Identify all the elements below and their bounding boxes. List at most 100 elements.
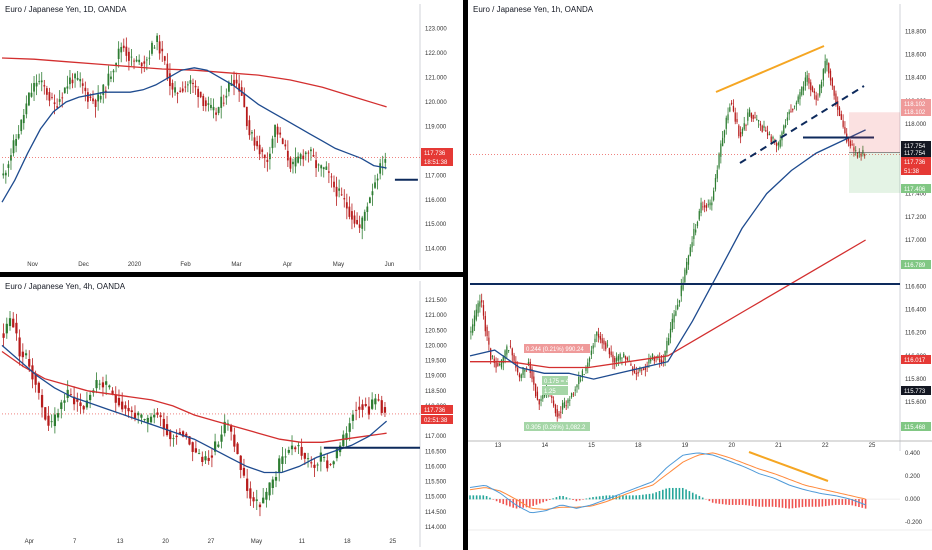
candle-up (146, 417, 149, 423)
candle-up (335, 448, 339, 459)
candle-up (506, 346, 508, 355)
chart-panel-1h[interactable]: Euro / Japanese Yen, 1h, OANDA 118.800 11… (468, 0, 932, 550)
oscillator-histogram-bar (592, 497, 594, 500)
time-tick-label: 7 (73, 539, 77, 545)
oscillator-histogram-bar (622, 495, 624, 500)
price-tick-label: 118.600 (905, 53, 927, 59)
dashed-channel-line (739, 85, 865, 164)
oscillator-histogram-bar (711, 499, 714, 503)
candle-down (614, 358, 616, 363)
candle-down (535, 384, 537, 397)
oscillator-histogram-bar (715, 499, 717, 504)
candle-up (284, 456, 287, 458)
time-tick-label: Apr (283, 262, 292, 268)
oscillator-histogram-bar (628, 495, 631, 500)
oscillator-histogram-bar (482, 495, 485, 500)
candle-up (720, 143, 722, 157)
oscillator-histogram-bar (555, 497, 558, 500)
chart-4h-svg[interactable]: 121.500 121.000 120.500 120.000 119.500 119.0… (0, 277, 463, 550)
oscillator-histogram-bar (688, 491, 691, 500)
divergence-trend-line (748, 451, 829, 482)
oscillator-histogram-bar (665, 488, 667, 500)
candle-up (107, 73, 110, 86)
candle-up (274, 124, 276, 138)
oscillator-histogram-bar (831, 499, 834, 506)
candle-up (563, 401, 566, 408)
candle-down (538, 399, 540, 405)
candle-up (639, 367, 641, 371)
oscillator-histogram-bar (768, 499, 770, 507)
candle-down (860, 153, 862, 157)
candle-up (522, 367, 524, 375)
time-tick-label: 18 (635, 443, 642, 449)
chart-panel-1d[interactable]: Euro / Japanese Yen, 1D, OANDA 123.000 12… (0, 0, 463, 272)
oscillator-histogram-bar (618, 495, 621, 500)
oscillator-histogram-bar (519, 499, 521, 509)
candle-down (734, 112, 736, 122)
oscillator-histogram-bar (854, 499, 857, 507)
candle-down (660, 359, 663, 364)
chart-1h-svg[interactable]: 118.800118.600118.400118.200118.000117.8… (468, 0, 932, 550)
candle-up (66, 86, 69, 89)
oscillator-histogram-bar (552, 498, 554, 500)
candle-up (368, 197, 371, 204)
candle-down (847, 137, 850, 141)
candle-down (810, 82, 812, 91)
candle-up (707, 204, 709, 206)
candle-up (594, 338, 596, 343)
candle-up (66, 389, 69, 398)
candle-up (274, 477, 278, 481)
candle-down (310, 462, 313, 464)
candle-up (561, 402, 564, 410)
candle-up (332, 461, 335, 465)
candle-down (849, 141, 851, 147)
time-tick-label: May (251, 539, 262, 545)
candle-up (499, 363, 501, 366)
chart-1d-svg[interactable]: 123.000122.000121.000120.000119.000118.0… (0, 0, 463, 272)
candle-up (743, 123, 745, 130)
candle-up (824, 61, 826, 73)
candle-down (101, 382, 105, 388)
panel-divider-horizontal[interactable] (0, 272, 463, 277)
candle-up (153, 414, 156, 418)
candle-up (351, 414, 355, 421)
candle-up (140, 414, 143, 418)
oscillator-histogram-bar (681, 487, 684, 500)
candle-up (680, 285, 682, 297)
candle-down (630, 364, 632, 366)
oscillator-histogram-bar (502, 499, 505, 505)
time-tick-label: 13 (495, 443, 502, 449)
moving-average-red (1, 350, 387, 443)
price-tag-label: 02:51:38 (424, 418, 448, 424)
candle-down (279, 132, 282, 135)
candle-up (268, 482, 271, 496)
oscillator-histogram-bar (858, 499, 860, 508)
measure-annotation-label: 0.305 (0.26%) 1,082.2 (526, 425, 586, 431)
oscillator-histogram-bar (781, 499, 784, 508)
candle-down (194, 448, 198, 453)
candle-up (691, 242, 693, 248)
candle-up (56, 413, 60, 418)
candle-up (619, 354, 621, 360)
candle-up (371, 191, 374, 196)
candle-down (844, 127, 846, 134)
price-tag (421, 405, 453, 414)
candle-up (99, 95, 102, 100)
price-tag-label: 117.754 (904, 151, 926, 157)
candle-up (138, 59, 141, 63)
candle-up (673, 314, 675, 323)
price-tick-label: 115.000 (425, 495, 447, 501)
candle-up (271, 138, 274, 149)
chart-panel-4h[interactable]: Euro / Japanese Yen, 4h, OANDA 121.500 12… (0, 277, 463, 550)
price-tag (421, 415, 453, 424)
candle-up (709, 202, 711, 206)
candle-up (30, 92, 33, 97)
oscillator-histogram-bar (532, 499, 534, 506)
candle-down (752, 114, 754, 119)
time-tick-label: 20 (728, 443, 735, 449)
candle-down (28, 358, 31, 367)
panel-divider-vertical[interactable] (463, 0, 468, 550)
oscillator-histogram-bar (765, 499, 767, 507)
oscillator-histogram-bar (529, 499, 531, 507)
macd-line (469, 452, 866, 514)
